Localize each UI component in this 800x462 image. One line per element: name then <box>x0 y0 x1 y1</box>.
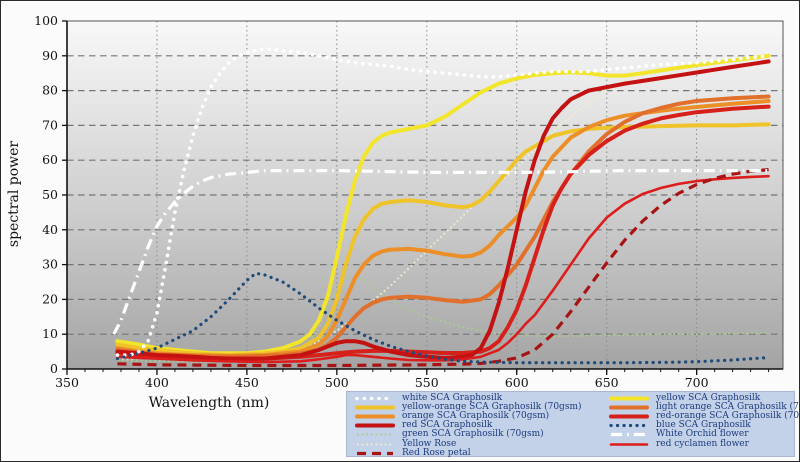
series-white-sca-graphosilk <box>115 46 771 357</box>
legend-label: red SCA Graphosilk <box>402 420 493 431</box>
y-tick-label: 80 <box>42 83 58 98</box>
legend-item: green SCA Graphosilk (70gsm) <box>355 430 605 439</box>
legend-label: red-orange SCA Graphosilk (70gsm) <box>656 411 800 422</box>
legend-swatch <box>609 414 649 419</box>
legend-swatch <box>357 434 393 436</box>
legend-label: white SCA Graphosilk <box>402 393 503 404</box>
series-blue-sca-graphosilk <box>115 271 771 365</box>
x-tick-label: 400 <box>145 375 169 390</box>
legend-swatch <box>355 414 395 419</box>
legend-swatch <box>609 396 649 401</box>
y-tick-label: 10 <box>42 326 58 341</box>
legend-swatch <box>357 443 393 445</box>
legend-item: red-orange SCA Graphosilk (70gsm) <box>609 412 799 421</box>
legend-item: red SCA Graphosilk <box>355 421 605 430</box>
legend-item: red cyclamen flower <box>609 439 791 448</box>
legend-label: blue SCA Graphosilk <box>656 420 751 431</box>
x-tick-label: 600 <box>505 375 529 390</box>
legend-swatch <box>355 423 395 428</box>
series-white-orchid-flower <box>112 169 769 335</box>
y-tick-label: 30 <box>42 257 58 272</box>
y-tick-label: 70 <box>42 117 58 132</box>
x-tick-label: 550 <box>415 375 439 390</box>
x-tick-label: 450 <box>235 375 259 390</box>
y-axis-title: spectral power <box>6 140 22 248</box>
legend-swatch <box>355 396 395 401</box>
x-tick-label: 700 <box>685 375 709 390</box>
legend-item: light orange SCA Graphosilk (70gsm) <box>609 403 799 412</box>
legend-swatch <box>609 405 649 410</box>
legend-column-right: yellow SCA Graphosilk light orange SCA Gr… <box>609 394 799 449</box>
legend-swatch <box>355 405 395 410</box>
legend-label: yellow SCA Graphosilk <box>656 393 761 404</box>
legend-label: Red Rose petal <box>402 447 471 458</box>
legend-item: yellow-orange SCA Graphosilk (70gsm) <box>355 403 605 412</box>
legend-swatch <box>357 451 393 455</box>
x-tick-label: 350 <box>55 375 79 390</box>
x-tick-label: 650 <box>595 375 619 390</box>
legend-item: blue SCA Graphosilk <box>609 421 791 430</box>
legend-item: White Orchid flower <box>609 430 791 439</box>
x-axis-title: Wavelength (nm) <box>148 395 270 411</box>
legend-swatch <box>609 442 649 446</box>
y-tick-label: 60 <box>42 152 58 167</box>
series-red-sca-graphosilk <box>115 59 771 361</box>
legend-label: yellow-orange SCA Graphosilk (70gsm) <box>402 402 582 413</box>
series-light-orange-sca-graphosilk-70gsm- <box>115 94 771 359</box>
y-tick-label: 20 <box>42 291 58 306</box>
legend-item: orange SCA Graphosilk (70gsm) <box>355 412 605 421</box>
series-red-cyclamen-flower <box>116 174 770 364</box>
legend-label: White Orchid flower <box>656 429 749 440</box>
legend-item: Yellow Rose <box>355 439 605 448</box>
legend: white SCA Graphosilk yellow-orange SCA Gr… <box>346 391 799 458</box>
legend-label: orange SCA Graphosilk (70gsm) <box>402 411 550 422</box>
x-tick-label: 500 <box>325 375 349 390</box>
legend-item: Red Rose petal <box>355 447 605 458</box>
legend-label: red cyclamen flower <box>656 438 749 449</box>
legend-item: white SCA Graphosilk <box>355 394 605 403</box>
y-tick-label: 40 <box>42 222 58 237</box>
legend-swatch <box>611 433 647 437</box>
legend-label: green SCA Graphosilk (70gsm) <box>402 429 544 440</box>
legend-column-left: white SCA Graphosilk yellow-orange SCA Gr… <box>355 394 605 458</box>
legend-swatch <box>609 424 649 428</box>
series-red-rose-petal <box>117 168 769 368</box>
legend-label: Yellow Rose <box>402 438 457 449</box>
y-tick-label: 50 <box>42 187 58 202</box>
legend-label: light orange SCA Graphosilk (70gsm) <box>656 402 799 413</box>
legend-item: yellow SCA Graphosilk <box>609 394 791 403</box>
y-tick-label: 0 <box>50 361 58 376</box>
y-tick-label: 90 <box>42 48 58 63</box>
y-tick-label: 100 <box>34 13 58 28</box>
